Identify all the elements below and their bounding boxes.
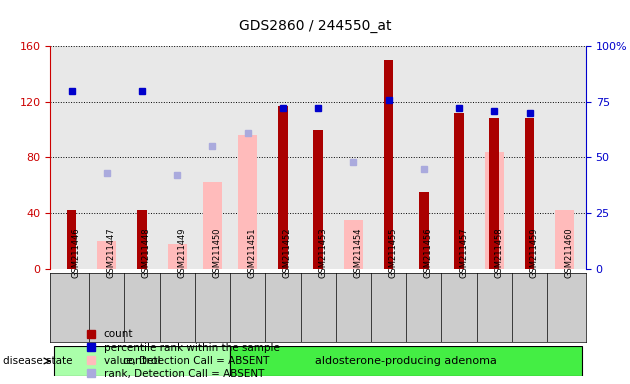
Text: GSM211457: GSM211457 xyxy=(459,228,468,278)
Text: GSM211446: GSM211446 xyxy=(72,228,81,278)
Text: GDS2860 / 244550_at: GDS2860 / 244550_at xyxy=(239,19,391,33)
Bar xyxy=(230,346,582,376)
Bar xyxy=(278,106,288,269)
Bar xyxy=(137,210,147,269)
Text: GSM211448: GSM211448 xyxy=(142,228,151,278)
Text: GSM211449: GSM211449 xyxy=(177,228,186,278)
Bar xyxy=(384,60,394,269)
Text: GSM211450: GSM211450 xyxy=(212,228,222,278)
Bar xyxy=(313,129,323,269)
Bar xyxy=(525,118,534,269)
Text: GSM211459: GSM211459 xyxy=(530,228,539,278)
Bar xyxy=(490,118,499,269)
Text: GSM211455: GSM211455 xyxy=(389,228,398,278)
Bar xyxy=(168,244,187,269)
Text: GSM211458: GSM211458 xyxy=(495,228,503,278)
Text: GSM211447: GSM211447 xyxy=(106,228,116,278)
Bar xyxy=(454,113,464,269)
Text: GSM211452: GSM211452 xyxy=(283,228,292,278)
Text: disease state: disease state xyxy=(3,356,72,366)
Bar xyxy=(484,152,504,269)
Bar xyxy=(238,135,258,269)
Text: GSM211451: GSM211451 xyxy=(248,228,256,278)
Text: GSM211456: GSM211456 xyxy=(424,228,433,278)
Bar xyxy=(54,346,230,376)
Text: aldosterone-producing adenoma: aldosterone-producing adenoma xyxy=(315,356,497,366)
Bar xyxy=(419,192,428,269)
Bar xyxy=(344,220,363,269)
Bar xyxy=(97,241,117,269)
Legend: count, percentile rank within the sample, value, Detection Call = ABSENT, rank, : count, percentile rank within the sample… xyxy=(87,329,280,379)
Bar xyxy=(203,182,222,269)
Text: GSM211460: GSM211460 xyxy=(564,228,574,278)
Text: GSM211454: GSM211454 xyxy=(353,228,362,278)
Bar xyxy=(555,210,575,269)
Bar xyxy=(67,210,76,269)
Text: GSM211453: GSM211453 xyxy=(318,228,327,278)
Text: control: control xyxy=(123,356,161,366)
